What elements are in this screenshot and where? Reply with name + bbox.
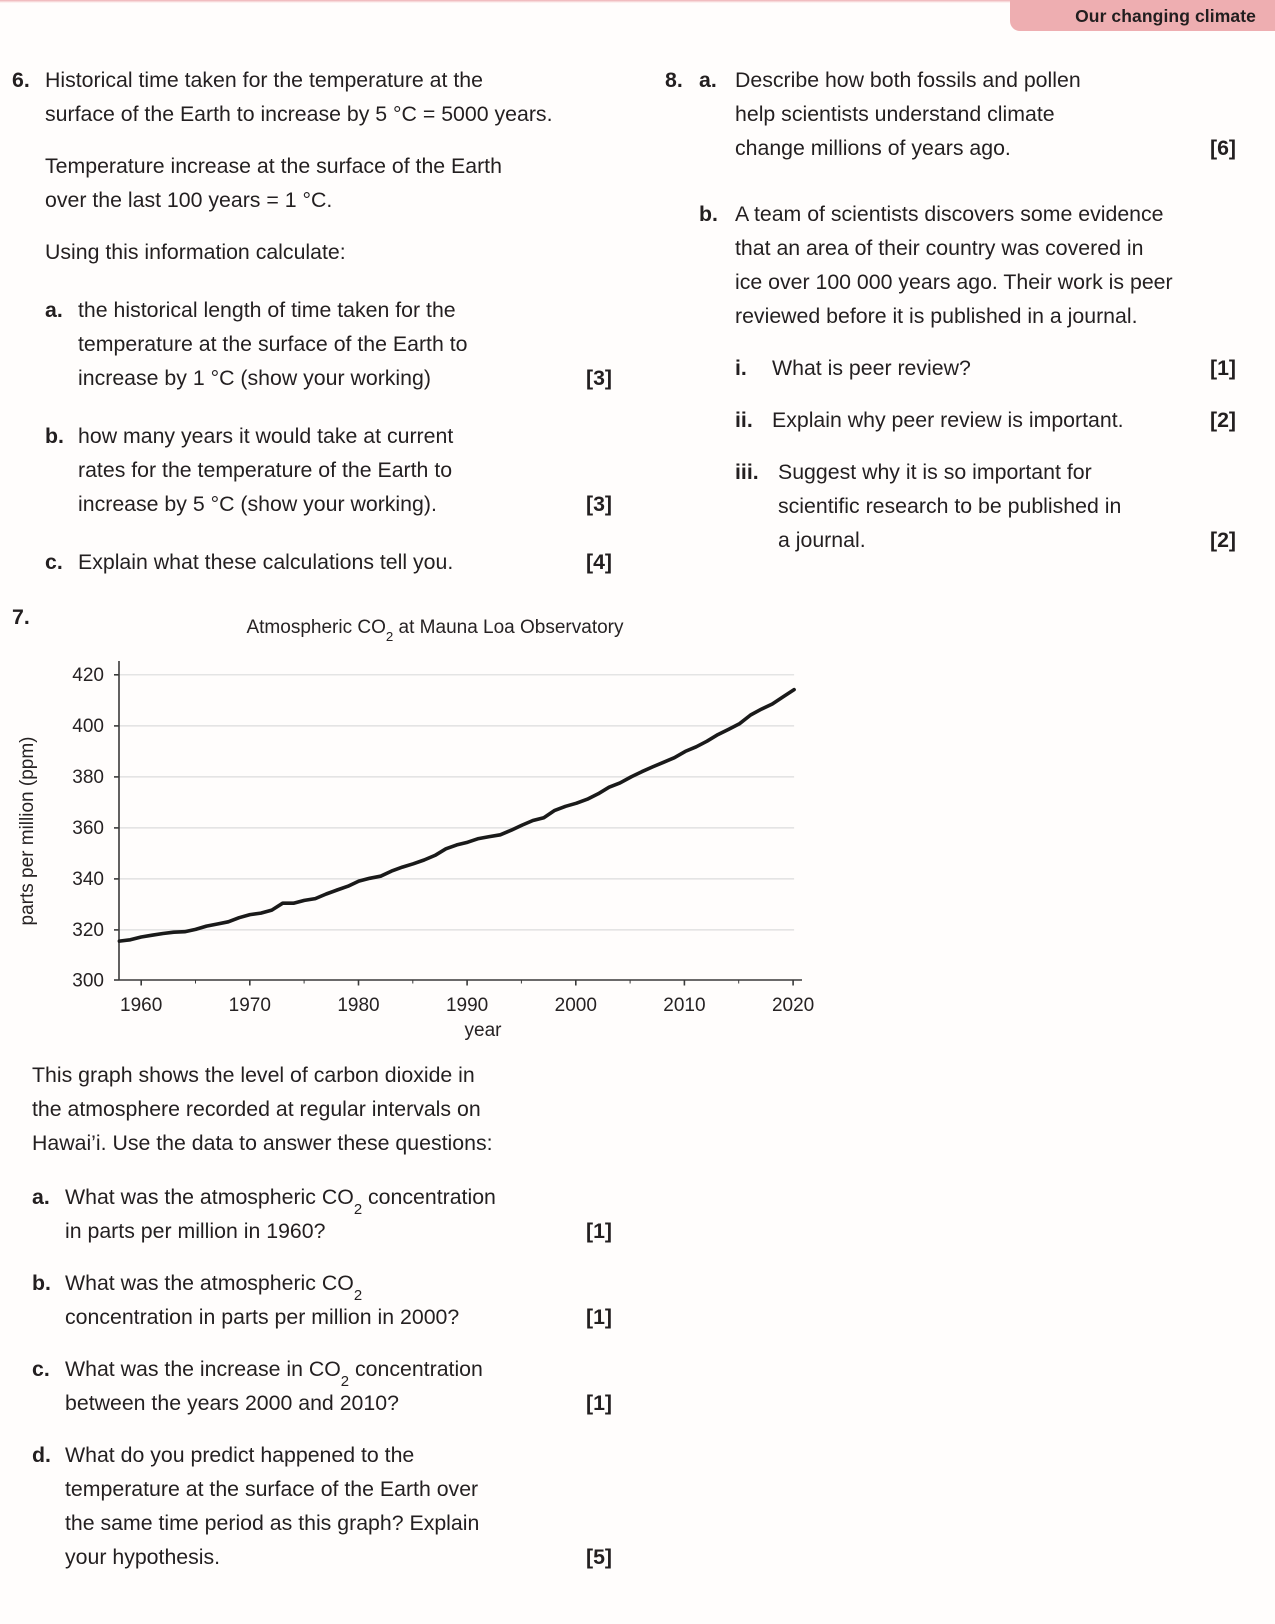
svg-text:1980: 1980 bbox=[337, 995, 379, 1016]
svg-text:1960: 1960 bbox=[120, 995, 162, 1016]
svg-text:parts per million (ppm): parts per million (ppm) bbox=[17, 737, 38, 926]
svg-text:400: 400 bbox=[72, 716, 104, 737]
svg-text:2010: 2010 bbox=[663, 995, 705, 1016]
svg-text:Atmospheric CO2 at Mauna Loa O: Atmospheric CO2 at Mauna Loa Observatory bbox=[246, 617, 624, 644]
svg-text:1970: 1970 bbox=[229, 995, 271, 1016]
svg-text:2000: 2000 bbox=[555, 995, 597, 1016]
svg-text:340: 340 bbox=[72, 869, 104, 890]
svg-text:year: year bbox=[465, 1020, 503, 1041]
svg-text:360: 360 bbox=[72, 818, 104, 839]
svg-text:300: 300 bbox=[72, 971, 104, 992]
svg-text:1990: 1990 bbox=[446, 995, 488, 1016]
svg-text:420: 420 bbox=[72, 665, 104, 686]
svg-text:320: 320 bbox=[72, 920, 104, 941]
svg-text:2020: 2020 bbox=[772, 995, 814, 1016]
svg-text:380: 380 bbox=[72, 767, 104, 788]
